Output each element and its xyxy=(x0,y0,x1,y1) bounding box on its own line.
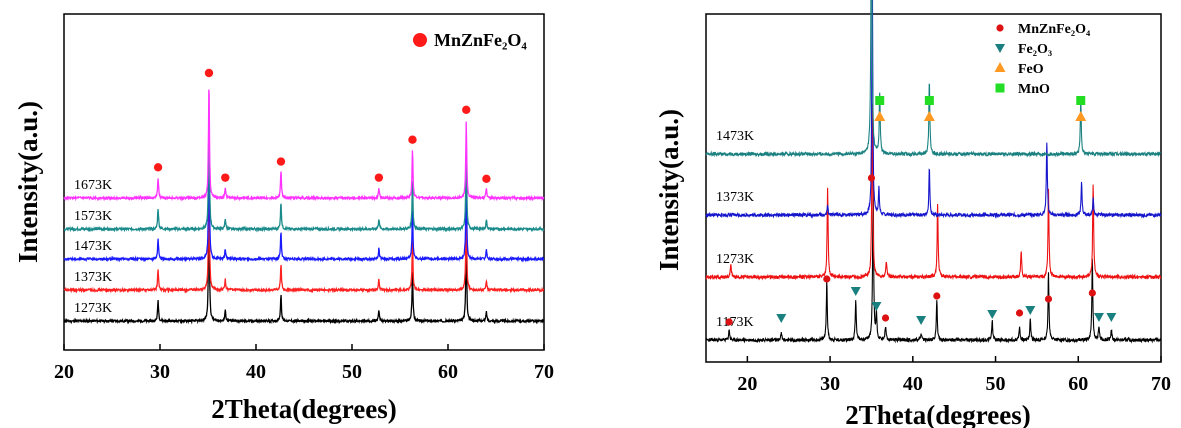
peak-marker-fe2o3 xyxy=(776,314,787,323)
peak-marker-mnznfe2o4 xyxy=(1088,289,1096,297)
series-line-1473K xyxy=(705,0,1162,158)
right-x-tick-label: 30 xyxy=(820,373,840,395)
peak-marker-fe2o3 xyxy=(850,287,861,296)
peak-marker-mnznfe2o4 xyxy=(725,318,733,326)
right-x-tick-label: 70 xyxy=(1151,373,1171,395)
peak-marker-mno xyxy=(875,96,885,105)
series-label-1173K: 1173K xyxy=(716,315,754,330)
peak-marker-mnznfe2o4 xyxy=(408,135,417,144)
series-label-1473K: 1473K xyxy=(716,129,754,144)
legend-right: MnZnFe₂O₄ Fe₂O₃ FeO MnO xyxy=(994,22,1091,97)
peak-marker-mnznfe2o4 xyxy=(823,275,831,283)
series-label-1273K: 1273K xyxy=(716,252,754,267)
plot-frame-right xyxy=(705,13,1162,363)
peak-marker-mnznfe2o4 xyxy=(1015,309,1024,317)
peak-marker-mnznfe2o4 xyxy=(374,173,384,182)
left-x-tick-label: 70 xyxy=(534,361,554,383)
series-line-1673K xyxy=(63,89,545,202)
right-x-tick-label: 60 xyxy=(1068,373,1088,395)
legend-marker-mno xyxy=(995,83,1005,93)
peak-marker-mnznfe2o4 xyxy=(482,174,491,183)
legend-marker-feo xyxy=(994,62,1006,72)
legend-label-mnznfeo: MnZnFe₂O₄ xyxy=(1018,22,1091,37)
y-axis-label-left: Intensity(a.u.) xyxy=(13,101,43,263)
peak-marker-fe2o3 xyxy=(1025,306,1036,315)
plot-frame-left xyxy=(63,13,545,351)
left-x-tick-label: 30 xyxy=(150,361,170,383)
series-line-1273K xyxy=(705,103,1162,281)
right-x-tick-label: 50 xyxy=(986,373,1006,395)
chart-left: 1273K 1373K 1473K 1573K 1673K 20 30 40 50 60 70 2… xyxy=(13,13,554,424)
legend-label-feo: FeO xyxy=(1018,62,1044,77)
peak-marker-fe2o3 xyxy=(1106,313,1117,322)
peak-marker-mno xyxy=(924,96,934,105)
left-x-tick-label: 50 xyxy=(342,361,362,383)
legend-label-mnznfe2o4: MnZnFe₂O₄ xyxy=(434,30,527,50)
peak-marker-mnznfe2o4 xyxy=(867,174,876,182)
legend-marker-mnznfeo xyxy=(996,24,1004,32)
peak-marker-fe2o3 xyxy=(1093,313,1104,322)
series-label-1373K: 1373K xyxy=(716,190,754,205)
legend-label-mno: MnO xyxy=(1018,82,1050,97)
left-x-tick-label: 20 xyxy=(54,361,74,383)
legend-marker-feo xyxy=(995,44,1005,53)
left-x-tick-label: 60 xyxy=(438,361,458,383)
peak-marker-fe2o3 xyxy=(871,302,882,311)
peak-marker-mnznfe2o4 xyxy=(221,173,230,182)
peak-marker-feo xyxy=(1075,111,1087,121)
peak-marker-mnznfe2o4 xyxy=(276,157,286,166)
peak-marker-mnznfe2o4 xyxy=(933,292,941,300)
series-label-1673K: 1673K xyxy=(74,178,112,193)
y-axis-label-right: Intensity(a.u.) xyxy=(654,109,684,271)
series-line-1373K xyxy=(705,0,1162,219)
peak-marker-feo xyxy=(874,111,886,121)
series-label-1273K: 1273K xyxy=(74,301,112,316)
peak-marker-mnznfe2o4 xyxy=(1044,295,1053,303)
series-line-1473K xyxy=(63,150,545,263)
legend-label-feo: Fe₂O₃ xyxy=(1018,42,1052,57)
legend-marker-mnznfe2o4 xyxy=(413,33,427,47)
peak-marker-mnznfe2o4 xyxy=(204,68,214,78)
peak-marker-mnznfe2o4 xyxy=(881,314,890,322)
x-axis-label-left: 2Theta(degrees) xyxy=(211,394,396,424)
series-line-1373K xyxy=(63,180,545,294)
right-x-tick-label: 20 xyxy=(737,373,757,395)
series-label-1373K: 1373K xyxy=(74,270,112,285)
legend-left: MnZnFe₂O₄ xyxy=(413,30,527,50)
series-label-1473K: 1473K xyxy=(74,239,112,254)
left-x-tick-label: 40 xyxy=(246,361,266,383)
peak-marker-mnznfe2o4 xyxy=(153,163,163,172)
x-axis-label-right: 2Theta(degrees) xyxy=(845,400,1030,428)
series-line-1273K xyxy=(63,213,545,325)
series-line-1573K xyxy=(63,120,545,233)
chart-right: 1173K 1273K 1373K 1473K 20 30 40 50 60 70 2Theta… xyxy=(654,0,1171,428)
peak-marker-mnznfe2o4 xyxy=(462,105,471,115)
series-label-1573K: 1573K xyxy=(74,209,112,224)
peak-marker-feo xyxy=(923,111,935,121)
peak-marker-fe2o3 xyxy=(987,310,998,319)
peak-marker-mno xyxy=(1076,96,1086,105)
peak-marker-fe2o3 xyxy=(916,316,927,325)
series-line-1173K xyxy=(705,176,1162,344)
right-x-tick-label: 40 xyxy=(903,373,923,395)
